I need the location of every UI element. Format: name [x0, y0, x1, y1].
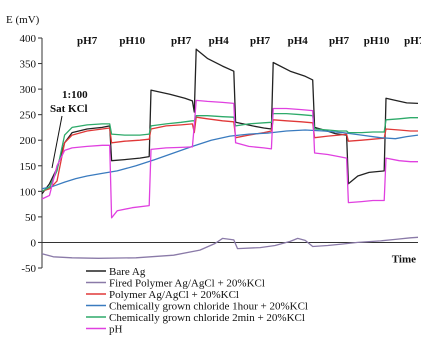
legend-entry: Chemically grown chloride 1hour + 20%KCl: [109, 301, 308, 313]
legend-entry: pH: [109, 324, 123, 336]
y-axis-ticks: -50 0 50 100 150 200 250 300 350 400: [20, 33, 42, 275]
ph-label: pH10: [119, 35, 145, 47]
ph-label: pH7: [329, 35, 350, 47]
ph-label: pH7: [171, 35, 192, 47]
y-tick-label: 250: [20, 110, 37, 122]
y-tick-label: 350: [20, 59, 37, 71]
y-axis-title: E (mV): [6, 14, 40, 26]
ph-label: pH7: [77, 35, 98, 47]
series-line: [41, 99, 418, 219]
y-tick-label: 0: [31, 237, 37, 249]
y-tick-label: 100: [20, 186, 37, 198]
y-tick-label: -50: [21, 263, 36, 275]
ph-label: pH7: [404, 35, 421, 47]
chart-axes: [41, 38, 418, 268]
y-tick-label: 400: [20, 33, 37, 45]
ph-label: pH4: [288, 35, 309, 47]
ph-label: pH10: [364, 35, 390, 47]
series-line: [41, 48, 419, 195]
series-line: [41, 236, 419, 259]
chart-series: [41, 48, 419, 259]
annotation-sat-kcl: Sat KCl: [50, 103, 88, 115]
ph-label: pH7: [250, 35, 271, 47]
x-axis-title: Time: [392, 253, 416, 265]
legend-entry: Bare Ag: [109, 266, 146, 278]
y-tick-label: 50: [25, 212, 37, 224]
y-tick-label: 300: [20, 84, 37, 96]
y-tick-label: 200: [20, 135, 37, 147]
legend-entry: Polymer Ag/AgCl + 20%KCl: [109, 289, 239, 301]
series-line: [41, 116, 418, 192]
y-tick-label: 150: [20, 161, 37, 173]
annotation-dilution: 1:100: [62, 89, 88, 101]
ph-annotations: pH7 pH10 pH7 pH4 pH7 pH4 pH7 pH10 pH7: [77, 35, 421, 47]
series-line: [41, 112, 418, 192]
annotation-arrow: [51, 115, 63, 169]
legend-entry: Fired Polymer Ag/AgCl + 20%KCl: [109, 278, 265, 290]
ph-label: pH4: [209, 35, 230, 47]
legend-entry: Chemically grown chloride 2min + 20%KCl: [109, 312, 305, 324]
series-line: [41, 129, 419, 190]
